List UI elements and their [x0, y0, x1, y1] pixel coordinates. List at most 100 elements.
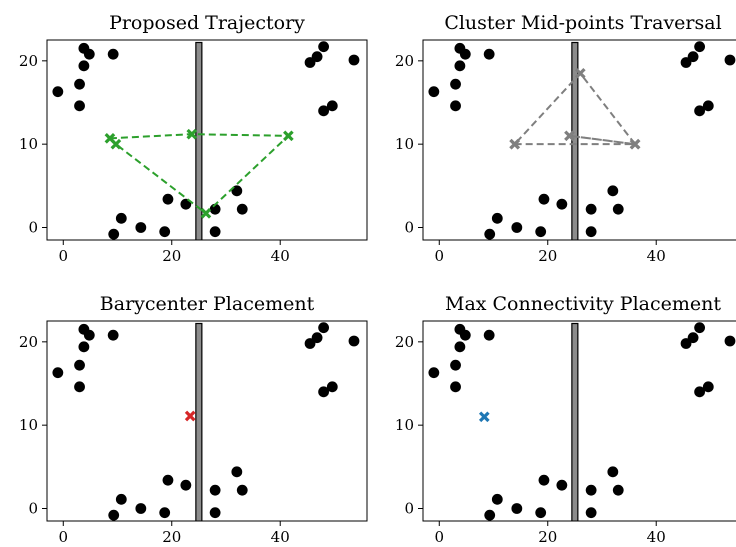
scatter-point	[454, 60, 466, 72]
scatter-point	[556, 479, 568, 491]
scatter-point	[74, 381, 85, 393]
scatter-point	[180, 198, 192, 210]
max-connectivity-axes-frame	[422, 320, 736, 522]
scatter-point	[180, 479, 192, 491]
trajectory-marker	[564, 130, 575, 142]
scatter-point	[52, 367, 64, 379]
panel-barycenter: Barycenter Placement 0 20 40 0 10 20	[19, 293, 368, 546]
trajectory-line	[513, 71, 638, 146]
panel-cluster-midpoints: Cluster Mid-points Traversal 0 20 40 0 10 20	[395, 12, 736, 265]
proposed-trajectory-axes-frame	[46, 39, 368, 241]
scatter-point	[585, 507, 597, 519]
scatter-point	[162, 474, 174, 486]
wall-bar	[571, 41, 579, 240]
scatter-point	[450, 78, 461, 90]
max-connectivity-plot-area	[428, 322, 736, 521]
scatter-point	[209, 226, 221, 238]
scatter-point	[311, 51, 323, 63]
x-tick-label: 0	[58, 528, 68, 546]
cluster-midpoints-axes-frame	[422, 39, 736, 241]
scatter-point	[318, 322, 330, 334]
scatter-point	[236, 484, 248, 496]
x-tick-label: 40	[271, 247, 290, 265]
y-tick-label: 20	[19, 52, 38, 70]
scatter-point	[694, 322, 706, 334]
panel-max-connectivity: Max Connectivity Placement 0 20 40 0 10 20	[395, 293, 736, 546]
scatter-point	[511, 222, 523, 233]
placement-marker	[478, 411, 490, 423]
scatter-point	[115, 212, 127, 224]
scatter-point	[348, 335, 360, 347]
scatter-point	[74, 78, 85, 90]
x-tick-label: 40	[647, 528, 666, 546]
scatter-point	[318, 41, 330, 53]
scatter-point	[74, 359, 85, 371]
scatter-point	[612, 484, 624, 496]
scatter-point	[585, 484, 597, 496]
wall-bar	[571, 322, 579, 521]
trajectory-marker	[186, 128, 198, 140]
scatter-point	[607, 185, 619, 197]
scatter-point	[702, 381, 714, 393]
panel-proposed-trajectory: Proposed Trajectory 0 20 40 0 10 20	[19, 12, 368, 265]
scatter-point	[108, 509, 120, 521]
scatter-point	[78, 60, 90, 72]
scatter-point	[159, 226, 171, 238]
trajectory-marker-stroke-b	[104, 133, 116, 144]
scatter-point	[535, 507, 547, 519]
scatter-point	[694, 386, 706, 398]
scatter-point	[209, 507, 221, 519]
proposed-trajectory-title: Proposed Trajectory	[109, 12, 305, 34]
y-tick-label: 10	[395, 416, 414, 434]
scatter-point	[209, 484, 221, 496]
scatter-point	[162, 193, 174, 205]
cluster-midpoints-plot-area	[428, 41, 736, 240]
scatter-point	[74, 100, 85, 112]
scatter-point	[724, 54, 736, 66]
scatter-point	[115, 493, 127, 505]
y-tick-label: 10	[19, 135, 38, 153]
scatter-point	[694, 41, 706, 53]
placement-marker	[184, 410, 196, 422]
trajectory-marker	[509, 138, 520, 150]
wall-bar	[195, 322, 203, 521]
trajectory-marker-stroke-b	[509, 138, 520, 150]
scatter-point	[450, 359, 461, 371]
wall-bar	[195, 41, 203, 240]
y-tick-label: 0	[404, 500, 414, 518]
trajectory-marker-stroke-b	[629, 138, 641, 150]
scatter-point	[459, 329, 471, 341]
scatter-point	[107, 329, 119, 341]
scatter-point	[607, 466, 619, 478]
y-tick-label: 0	[28, 219, 38, 237]
scatter-point	[78, 341, 90, 353]
trajectory-marker	[283, 130, 294, 142]
trajectory-marker	[629, 138, 641, 150]
trajectory-marker	[110, 138, 122, 150]
placement-marker-stroke-b	[478, 411, 490, 423]
scatter-point	[311, 332, 323, 344]
scatter-point	[450, 381, 461, 393]
scatter-point	[107, 48, 119, 60]
scatter-point	[724, 335, 736, 347]
scatter-point	[428, 367, 440, 379]
trajectory-marker-stroke-b	[283, 130, 294, 142]
scatter-point	[326, 381, 338, 393]
trajectory-marker	[574, 68, 586, 79]
scatter-point	[236, 203, 248, 215]
cluster-midpoints-title: Cluster Mid-points Traversal	[444, 12, 721, 34]
trajectory-marker-stroke-b	[564, 130, 575, 142]
scatter-point	[348, 54, 360, 66]
y-tick-label: 0	[404, 219, 414, 237]
scatter-point	[326, 100, 338, 112]
scatter-point	[459, 48, 471, 60]
y-tick-label: 20	[395, 333, 414, 351]
scatter-point	[585, 203, 597, 215]
scatter-point	[135, 503, 147, 514]
scatter-point	[538, 474, 550, 486]
x-tick-label: 0	[434, 247, 444, 265]
trajectory-marker-stroke-b	[186, 128, 198, 140]
x-tick-label: 0	[434, 528, 444, 546]
scatter-point	[135, 222, 147, 233]
